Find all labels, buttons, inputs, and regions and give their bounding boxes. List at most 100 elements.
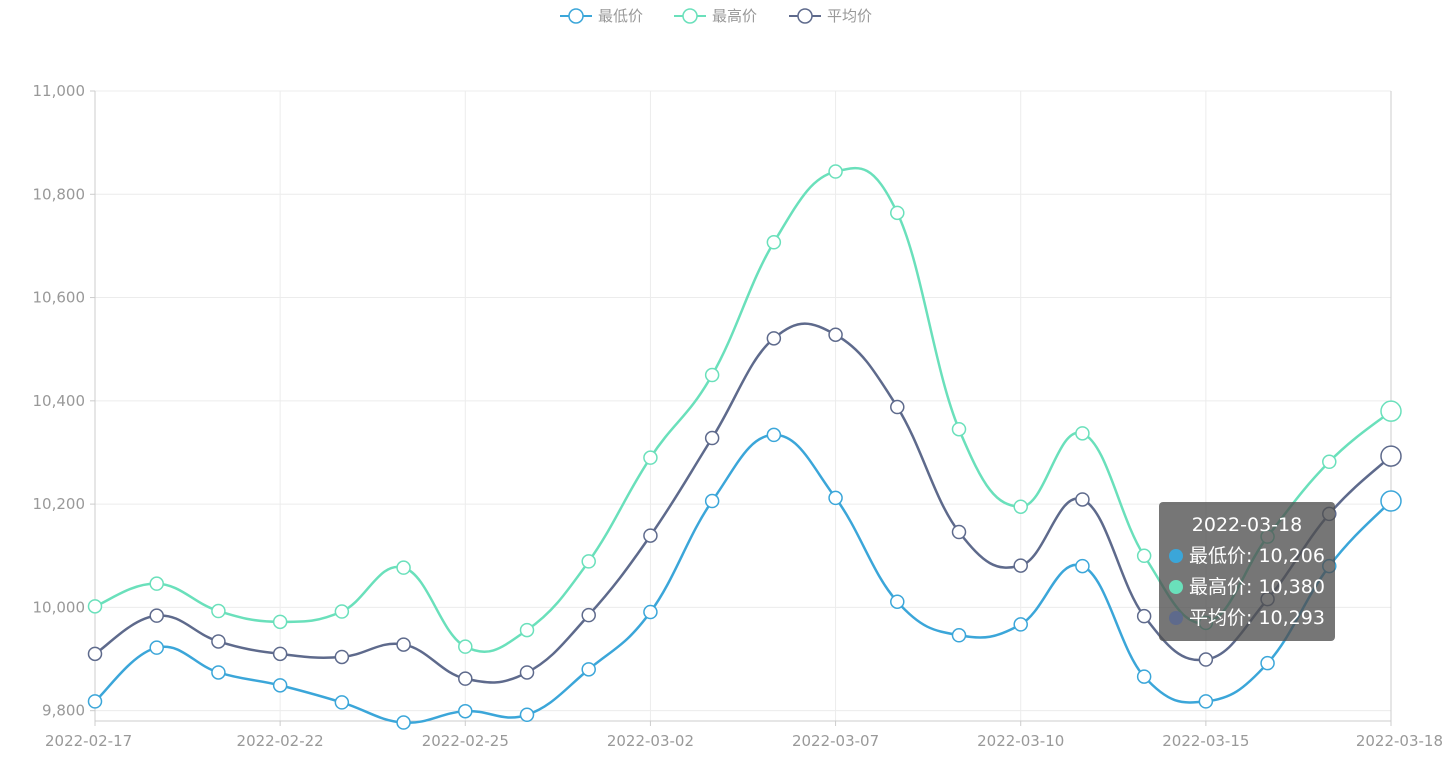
legend-item-avg[interactable]: 平均价 bbox=[789, 7, 872, 25]
data-point[interactable] bbox=[951, 628, 967, 643]
tooltip-label-avg: 平均价: 10,293 bbox=[1189, 607, 1325, 629]
tooltip-label-high: 最高价: 10,380 bbox=[1189, 576, 1325, 598]
data-point[interactable] bbox=[890, 205, 905, 221]
data-point[interactable] bbox=[211, 665, 226, 680]
data-point[interactable] bbox=[396, 637, 411, 652]
legend-circle-icon bbox=[682, 8, 698, 24]
series-layer bbox=[87, 164, 1402, 730]
x-tick-label: 2022-02-25 bbox=[422, 732, 509, 750]
tooltip-dot-avg bbox=[1169, 611, 1183, 625]
data-point[interactable] bbox=[149, 576, 164, 591]
data-point[interactable] bbox=[1260, 655, 1275, 671]
data-point[interactable] bbox=[704, 430, 720, 446]
data-point[interactable] bbox=[396, 715, 411, 730]
y-tick-label: 11,000 bbox=[33, 82, 86, 100]
data-point[interactable] bbox=[396, 560, 411, 575]
data-point[interactable] bbox=[1075, 492, 1090, 507]
chart-tooltip: 2022-03-18 最低价: 10,206 最高价: 10,380 平均价: … bbox=[1159, 502, 1335, 641]
data-point[interactable] bbox=[1198, 694, 1214, 709]
series-line-low bbox=[94, 433, 1392, 724]
data-point[interactable] bbox=[149, 608, 164, 623]
legend-item-high[interactable]: 最高价 bbox=[674, 7, 757, 25]
data-point[interactable] bbox=[581, 662, 596, 677]
data-point[interactable] bbox=[1136, 548, 1152, 564]
data-point[interactable] bbox=[211, 603, 226, 619]
data-point[interactable] bbox=[1075, 558, 1090, 574]
data-point[interactable] bbox=[766, 331, 782, 346]
series-high bbox=[87, 164, 1402, 654]
data-point[interactable] bbox=[890, 594, 905, 609]
data-point[interactable] bbox=[828, 327, 843, 342]
x-tick-label: 2022-03-02 bbox=[607, 732, 694, 750]
y-tick-label: 10,600 bbox=[33, 289, 86, 307]
data-point[interactable] bbox=[890, 399, 905, 415]
data-point[interactable] bbox=[519, 707, 535, 723]
y-tick-label: 10,800 bbox=[33, 185, 86, 203]
data-point[interactable] bbox=[581, 554, 596, 569]
data-point[interactable] bbox=[334, 649, 350, 665]
x-tick-label: 2022-03-10 bbox=[977, 732, 1064, 750]
legend-item-low[interactable]: 最低价 bbox=[560, 7, 643, 25]
y-tick-label: 9,800 bbox=[42, 702, 85, 720]
data-point[interactable] bbox=[87, 646, 103, 662]
x-tick-label: 2022-03-07 bbox=[792, 732, 879, 750]
data-point[interactable] bbox=[1198, 652, 1214, 667]
data-point[interactable] bbox=[828, 490, 843, 506]
data-point[interactable] bbox=[1013, 499, 1028, 514]
data-point[interactable] bbox=[1013, 617, 1028, 632]
data-point[interactable] bbox=[704, 367, 720, 383]
data-point[interactable] bbox=[272, 646, 288, 662]
data-point[interactable] bbox=[951, 421, 967, 437]
legend-label: 最低价 bbox=[598, 7, 643, 25]
data-point[interactable] bbox=[1013, 558, 1028, 573]
data-point[interactable] bbox=[1380, 445, 1402, 467]
data-point[interactable] bbox=[272, 614, 288, 630]
data-point[interactable] bbox=[334, 604, 350, 619]
data-point[interactable] bbox=[519, 665, 535, 680]
data-point[interactable] bbox=[211, 634, 226, 649]
data-point[interactable] bbox=[1136, 608, 1152, 624]
data-point[interactable] bbox=[951, 524, 967, 540]
data-point[interactable] bbox=[1380, 400, 1402, 422]
data-point[interactable] bbox=[581, 607, 596, 623]
tooltip-dot-low bbox=[1169, 549, 1183, 563]
data-point[interactable] bbox=[87, 599, 103, 614]
data-point[interactable] bbox=[643, 604, 658, 620]
tooltip-dot-high bbox=[1169, 580, 1183, 594]
legend-label: 平均价 bbox=[827, 7, 872, 25]
data-point[interactable] bbox=[704, 493, 720, 509]
x-tick-label: 2022-03-15 bbox=[1162, 732, 1249, 750]
tooltip-row-high: 最高价: 10,380 bbox=[1169, 572, 1335, 603]
data-point[interactable] bbox=[87, 694, 103, 709]
data-point[interactable] bbox=[643, 450, 658, 465]
y-tick-label: 10,200 bbox=[33, 495, 86, 513]
data-point[interactable] bbox=[828, 164, 843, 179]
x-tick-label: 2022-02-22 bbox=[237, 732, 324, 750]
legend-label: 最高价 bbox=[712, 7, 757, 25]
data-point[interactable] bbox=[1322, 454, 1337, 470]
data-point[interactable] bbox=[1380, 490, 1402, 512]
legend[interactable]: 最低价 最高价 平均价 bbox=[560, 7, 872, 25]
data-point[interactable] bbox=[458, 671, 473, 686]
legend-circle-icon bbox=[797, 8, 813, 24]
data-point[interactable] bbox=[766, 427, 782, 443]
x-tick-label: 2022-03-18 bbox=[1356, 732, 1443, 750]
data-point[interactable] bbox=[334, 695, 350, 710]
x-tick-label: 2022-02-17 bbox=[45, 732, 132, 750]
data-point[interactable] bbox=[272, 678, 288, 693]
tooltip-row-low: 最低价: 10,206 bbox=[1169, 541, 1335, 572]
data-point[interactable] bbox=[766, 235, 782, 250]
data-point[interactable] bbox=[643, 528, 658, 543]
data-point[interactable] bbox=[458, 703, 473, 719]
data-point[interactable] bbox=[1136, 669, 1152, 684]
tooltip-row-avg: 平均价: 10,293 bbox=[1169, 603, 1335, 634]
legend-circle-icon bbox=[568, 8, 584, 24]
data-point[interactable] bbox=[149, 640, 164, 655]
tooltip-label-low: 最低价: 10,206 bbox=[1189, 545, 1325, 567]
data-point[interactable] bbox=[519, 622, 535, 638]
data-point[interactable] bbox=[1075, 426, 1090, 441]
data-point[interactable] bbox=[458, 639, 473, 654]
series-low bbox=[87, 427, 1402, 730]
y-tick-label: 10,000 bbox=[33, 598, 86, 616]
